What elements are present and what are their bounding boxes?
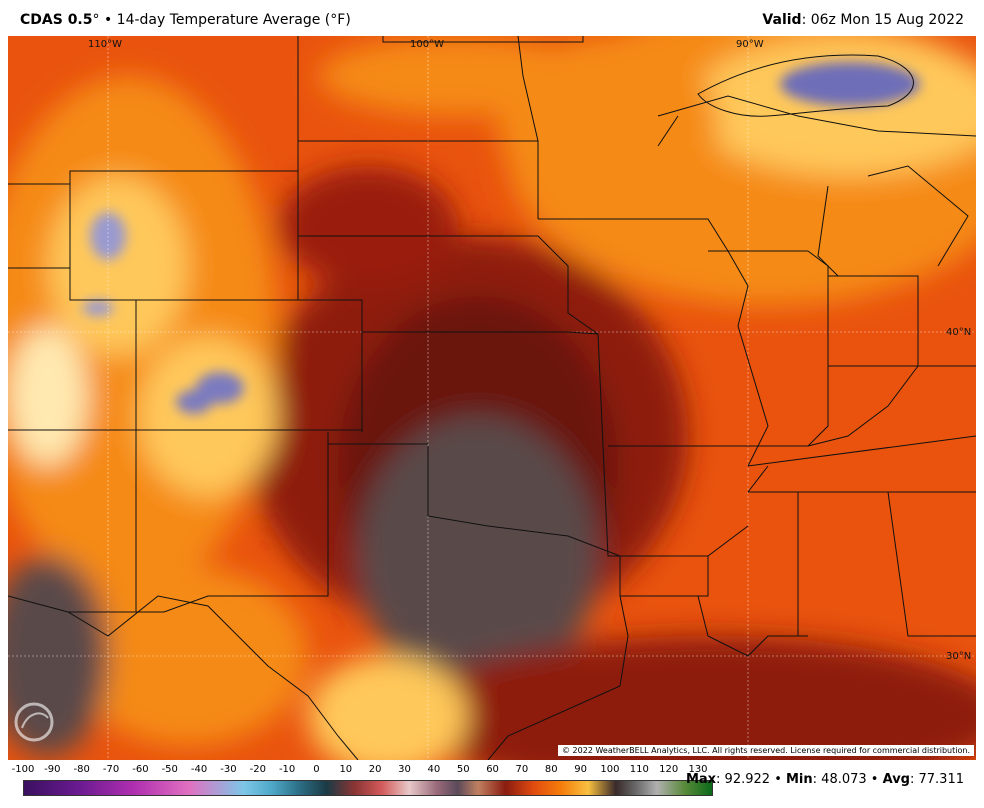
valid-label: Valid	[762, 12, 802, 28]
stat-separator: •	[870, 772, 879, 787]
color-scale-tick: -70	[102, 764, 120, 775]
max-label: Max	[685, 772, 717, 787]
color-scale-tick: 40	[427, 764, 441, 775]
lon-110-label: 110°W	[88, 39, 122, 50]
min-label: Min	[786, 772, 813, 787]
color-scale-tick: 80	[544, 764, 558, 775]
color-scale-tick: -40	[190, 764, 208, 775]
stat-separator: •	[774, 772, 782, 787]
header: CDAS 0.5° • 14-day Temperature Average (…	[0, 0, 984, 36]
weatherbell-logo	[14, 702, 54, 742]
color-scale-tick: 0	[313, 764, 320, 775]
color-scale-tick: 130	[688, 764, 708, 775]
color-scale-tick: -80	[73, 764, 90, 775]
lake-superior-outline	[697, 54, 914, 117]
lon-100-label: 100°W	[410, 39, 444, 50]
color-scale-tick: 70	[515, 764, 529, 775]
lon-90-label: 90°W	[736, 39, 764, 50]
color-scale-ticks: -100 -90 -80 -70 -60 -50 -40 -30 -20 -10 0 10 20 30 40…	[12, 764, 712, 778]
map-title: CDAS 0.5° • 14-day Temperature Average (…	[20, 12, 351, 28]
color-scale-tick: 100	[600, 764, 620, 775]
color-scale-tick: 60	[486, 764, 499, 775]
min-value: : 48.073	[812, 772, 867, 787]
color-scale-tick: 10	[339, 764, 353, 775]
color-scale-tick: 110	[629, 764, 649, 775]
temperature-map: 110°W 100°W 90°W 40°N 30°N	[8, 36, 976, 760]
color-scale-tick: -30	[220, 764, 237, 775]
avg-value: : 77.311	[910, 772, 964, 787]
color-scale-tick: 50	[456, 764, 470, 775]
color-scale-tick: 90	[574, 764, 587, 775]
map-canvas: 110°W 100°W 90°W 40°N 30°N	[8, 36, 976, 760]
valid-value: : 06z Mon 15 Aug 2022	[801, 12, 964, 28]
color-scale-tick: 120	[659, 764, 679, 775]
lat-30-label: 30°N	[946, 651, 971, 662]
avg-label: Avg	[882, 772, 910, 787]
lake-superior-cold	[780, 62, 920, 106]
color-scale: -100 -90 -80 -70 -60 -50 -40 -30 -20 -10 0 10 20 30 40…	[12, 764, 713, 804]
lat-40-label: 40°N	[946, 327, 971, 338]
color-scale-tick: 30	[398, 764, 411, 775]
model-name: CDAS 0.5	[20, 12, 93, 28]
color-scale-tick: -100	[11, 764, 35, 775]
stats-summary: Max: 92.922 • Min: 48.073 • Avg: 77.311	[686, 772, 964, 787]
state-borders	[8, 36, 976, 760]
zone-gulf	[408, 636, 976, 760]
color-scale-tick: -60	[132, 764, 149, 775]
color-scale-tick: -50	[161, 764, 178, 775]
color-scale-tick: -20	[249, 764, 266, 775]
title-text: ° • 14-day Temperature Average (°F)	[92, 12, 351, 28]
color-scale-bar	[23, 780, 713, 796]
color-scale-tick: -10	[278, 764, 296, 775]
copyright-notice: © 2022 WeatherBELL Analytics, LLC. All r…	[558, 745, 974, 756]
max-value: : 92.922	[716, 772, 771, 787]
color-scale-tick: -90	[44, 764, 61, 775]
valid-time: Valid: 06z Mon 15 Aug 2022	[762, 12, 964, 28]
color-scale-tick: 20	[368, 764, 382, 775]
